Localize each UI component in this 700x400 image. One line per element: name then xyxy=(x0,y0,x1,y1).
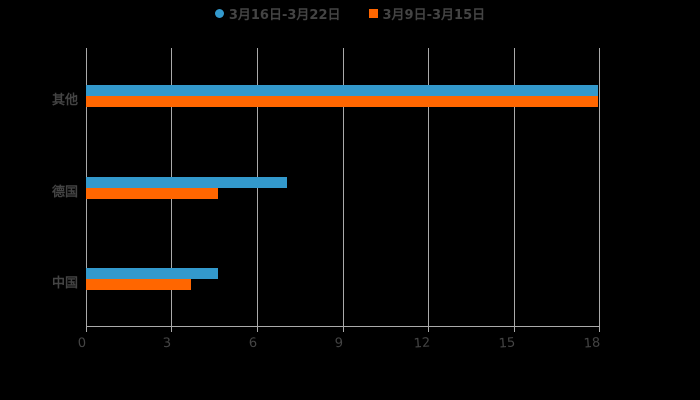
legend-marker-icon xyxy=(214,9,224,18)
bar-other-week1[interactable] xyxy=(86,96,598,107)
bar-other-week2[interactable] xyxy=(86,85,598,96)
legend-item-week-1[interactable]: 3月9日-3月15日 xyxy=(368,4,486,23)
bar-china-week2[interactable] xyxy=(86,268,218,279)
gridline xyxy=(428,48,429,326)
gridline xyxy=(343,48,344,326)
x-tick xyxy=(428,326,429,332)
legend-item-week-2[interactable]: 3月16日-3月22日 xyxy=(214,4,341,23)
x-tick-label: 3 xyxy=(162,335,172,352)
category-label: 中国 xyxy=(51,276,78,291)
x-tick xyxy=(343,326,344,332)
x-tick-label: 9 xyxy=(334,335,344,352)
x-tick-label: 0 xyxy=(77,335,87,352)
x-tick-label: 18 xyxy=(583,335,601,352)
category-label: 其他 xyxy=(51,93,78,108)
legend-label: 3月9日-3月15日 xyxy=(382,8,486,23)
x-tick xyxy=(171,326,172,332)
gridline xyxy=(514,48,515,326)
category-label: 德国 xyxy=(51,185,78,200)
chart-legend: 3月16日-3月22日 3月9日-3月15日 xyxy=(0,4,700,23)
x-tick xyxy=(86,326,87,332)
bar-germany-week1[interactable] xyxy=(86,188,218,199)
legend-marker-icon xyxy=(368,9,378,18)
x-tick xyxy=(257,326,258,332)
bar-germany-week2[interactable] xyxy=(86,177,287,188)
x-tick xyxy=(514,326,515,332)
x-tick-label: 15 xyxy=(498,335,516,352)
legend-label: 3月16日-3月22日 xyxy=(228,8,341,23)
gridline xyxy=(599,48,600,326)
x-tick-label: 12 xyxy=(413,335,431,352)
x-tick-label: 6 xyxy=(248,335,258,352)
x-tick xyxy=(599,326,600,332)
bar-china-week1[interactable] xyxy=(86,279,191,290)
